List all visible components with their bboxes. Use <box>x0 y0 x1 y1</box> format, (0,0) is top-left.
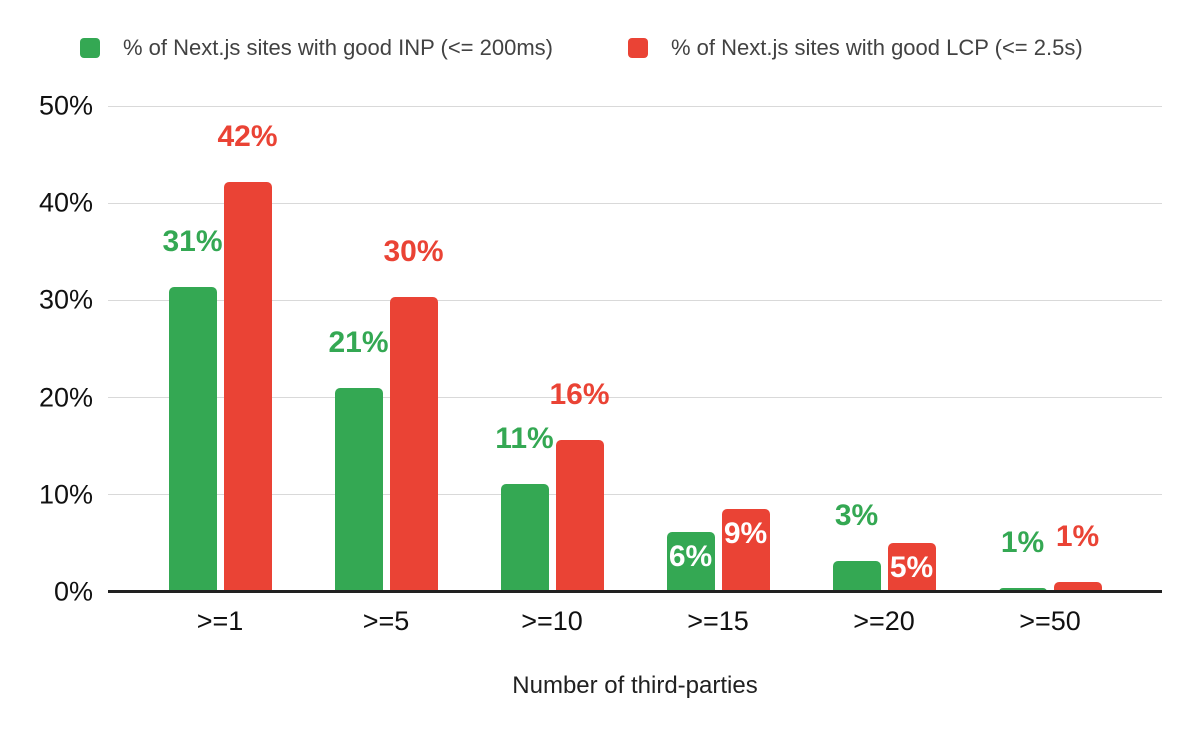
bar-lcp->=20: 5% <box>887 543 936 592</box>
bar-group->=20: 3% 5% <box>801 106 967 592</box>
bar-lcp->=1: 42% <box>217 121 278 592</box>
x-tick->=20: >=20 <box>853 606 915 636</box>
gridline-10% <box>108 494 1162 496</box>
x-tick->=50: >=50 <box>1019 606 1081 636</box>
x-tick->=15: >=15 <box>687 606 749 636</box>
bar-inp->=50: 1% <box>998 527 1047 592</box>
data-label-lcp->=15: 9% <box>723 517 768 551</box>
y-tick-20%: 20% <box>38 382 93 413</box>
data-label-lcp->=5: 30% <box>383 234 444 268</box>
legend-swatch-lcp-icon <box>628 38 648 58</box>
x-tick->=10: >=10 <box>521 606 583 636</box>
bar-inp->=20: 3% <box>832 500 881 592</box>
gridline-50% <box>108 105 1162 107</box>
y-tick-30%: 30% <box>38 284 93 315</box>
gridline-20% <box>108 397 1162 399</box>
y-tick-40%: 40% <box>38 187 93 218</box>
bar-band: 31% 42% 21% 30% 11% 16% 6% 9% 3% 5% 1% 1% <box>137 106 1133 592</box>
legend-item-lcp: % of Next.js sites with good LCP (<= 2.5… <box>628 35 1083 60</box>
y-tick-50%: 50% <box>38 90 93 121</box>
bar-group->=5: 21% 30% <box>303 106 469 592</box>
bar-group->=1: 31% 42% <box>137 106 303 592</box>
data-label-inp->=10: 11% <box>495 422 554 456</box>
plot-area: 31% 42% 21% 30% 11% 16% 6% 9% 3% 5% 1% 1% <box>108 105 1162 593</box>
bar-group->=50: 1% 1% <box>967 106 1133 592</box>
data-label-inp->=15: 6% <box>668 539 713 573</box>
y-tick-0%: 0% <box>53 576 93 607</box>
bar-lcp->=15: 9% <box>721 509 770 592</box>
data-label-inp->=1: 31% <box>162 224 223 258</box>
x-axis-title: Number of third-parties <box>512 672 758 699</box>
data-label-lcp->=50: 1% <box>1055 520 1100 554</box>
bar-group->=10: 11% 16% <box>469 106 635 592</box>
gridline-30% <box>108 299 1162 301</box>
bar-inp->=15: 6% <box>666 531 715 592</box>
y-tick-10%: 10% <box>38 479 93 510</box>
bar-inp->=10: 11% <box>495 424 554 592</box>
x-axis-line <box>108 590 1162 593</box>
data-label-lcp->=1: 42% <box>217 119 278 153</box>
x-tick->=5: >=5 <box>362 606 410 636</box>
bar-lcp->=5: 30% <box>383 236 444 592</box>
data-label-lcp->=20: 5% <box>889 551 934 585</box>
data-label-lcp->=10: 16% <box>549 378 610 412</box>
data-label-inp->=50: 1% <box>1000 525 1045 559</box>
y-axis: 0% 10% 20% 30% 40% 50% <box>0 92 93 605</box>
legend-label-inp: % of Next.js sites with good INP (<= 200… <box>123 35 553 60</box>
legend-label-lcp: % of Next.js sites with good LCP (<= 2.5… <box>671 35 1083 60</box>
legend-item-inp: % of Next.js sites with good INP (<= 200… <box>80 35 553 60</box>
x-tick->=1: >=1 <box>196 606 244 636</box>
bar-inp->=1: 31% <box>162 226 223 592</box>
data-label-inp->=20: 3% <box>834 498 879 532</box>
gridline-40% <box>108 202 1162 204</box>
bar-lcp->=10: 16% <box>549 380 610 592</box>
legend-swatch-inp-icon <box>80 38 100 58</box>
data-label-inp->=5: 21% <box>328 325 389 359</box>
bar-lcp->=50: 1% <box>1053 522 1102 592</box>
bar-inp->=5: 21% <box>328 327 389 592</box>
bar-group->=15: 6% 9% <box>635 106 801 592</box>
x-axis: >=1 >=5 >=10 >=15 >=20 >=50 <box>137 606 1133 637</box>
